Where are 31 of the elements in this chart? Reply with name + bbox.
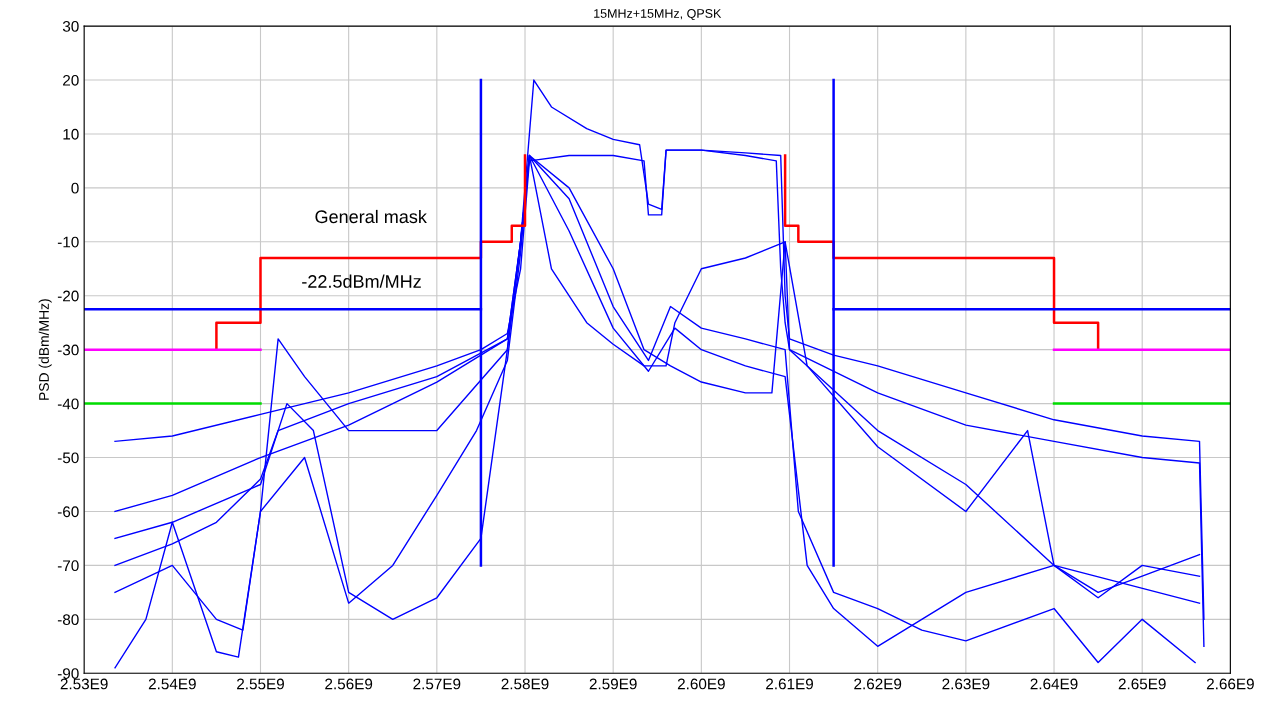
y-tick-label: -20: [57, 290, 79, 302]
y-tick-label: 20: [63, 74, 79, 86]
y-tick-label: 10: [63, 128, 79, 140]
y-tick-label: -30: [57, 344, 79, 356]
y-tick-label: 0: [71, 182, 79, 194]
y-tick-label: -40: [57, 398, 79, 410]
x-tick-label: 2.62E9: [854, 678, 902, 690]
x-tick-label: 2.60E9: [677, 678, 725, 690]
annotation: -22.5dBm/MHz: [302, 274, 421, 288]
x-tick-label: 2.55E9: [237, 678, 284, 690]
y-tick-label: -80: [57, 614, 79, 626]
y-tick-label: 30: [62, 20, 79, 32]
x-tick-label: 2.65E9: [1118, 678, 1166, 690]
y-tick-label: -10: [57, 236, 79, 248]
x-tick-label: 2.53E9: [60, 678, 108, 690]
x-tick-label: 2.56E9: [325, 678, 373, 690]
x-tick-label: 2.57E9: [413, 678, 461, 690]
x-tick-label: 2.64E9: [1030, 678, 1078, 690]
x-tick-label: 2.58E9: [501, 678, 549, 690]
x-tick-label: 2.59E9: [589, 678, 637, 690]
annotation: General mask: [315, 209, 427, 224]
x-tick-label: 2.61E9: [766, 678, 814, 690]
y-axis-title: PSD (dBm/MHz): [38, 299, 52, 400]
chart-title: 15MHz+15MHz, QPSK: [594, 9, 722, 21]
x-tick-label: 2.66E9: [1206, 678, 1254, 690]
y-tick-label: -70: [57, 560, 79, 572]
x-tick-label: 2.54E9: [148, 678, 196, 690]
y-tick-label: -60: [57, 506, 79, 518]
x-tick-label: 2.63E9: [942, 678, 990, 690]
y-tick-label: -90: [57, 668, 79, 679]
y-tick-label: -50: [57, 452, 79, 464]
